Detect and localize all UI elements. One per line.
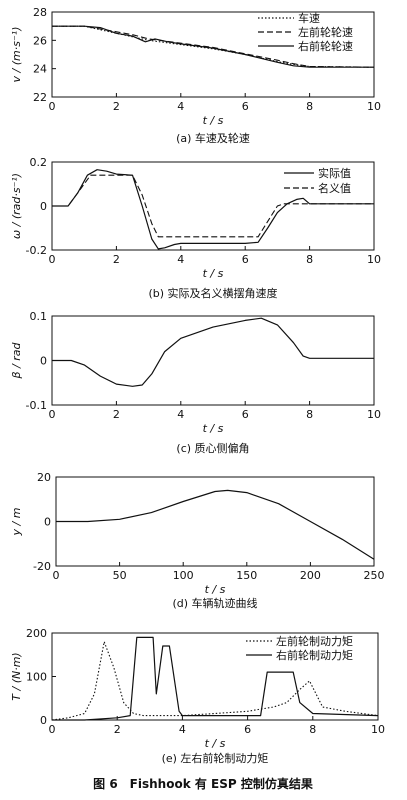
legend-label: 左前轮制动力矩 <box>276 634 353 648</box>
x-tick-label: 6 <box>244 723 251 736</box>
y-tick-label: 22 <box>33 91 47 104</box>
x-tick-label: 0 <box>49 408 56 421</box>
x-tick-label: 8 <box>306 408 313 421</box>
legend-label: 车速 <box>298 11 320 25</box>
plot-frame <box>55 476 375 567</box>
chart-panel-2: 0 2 4 6 8 10-0.200.2t / sω / (rad·s⁻¹)(b) 实际及… <box>10 156 381 300</box>
y-tick-label: 100 <box>26 671 47 684</box>
x-tick-label: 50 <box>113 569 127 582</box>
y-tick-label: 20 <box>37 471 51 484</box>
x-tick-label: 4 <box>177 100 184 113</box>
series-line-2 <box>52 25 375 68</box>
x-tick-label: 0 <box>53 569 60 582</box>
panel-caption: (e) 左右前轮制动力矩 <box>162 751 269 765</box>
panel-caption: (a) 车速及轮速 <box>176 131 250 145</box>
x-axis-label: t / s <box>205 583 226 596</box>
x-tick-label: 0 <box>49 100 56 113</box>
y-tick-label: 0 <box>40 355 47 368</box>
y-axis-label: β / rad <box>10 342 23 380</box>
series-line-3 <box>52 25 374 68</box>
y-tick-label: 26 <box>33 34 47 47</box>
x-tick-label: 200 <box>300 569 321 582</box>
plot-frame <box>51 315 375 406</box>
figure-caption: 图 6 Fishhook 有 ESP 控制仿真结果 <box>93 776 313 791</box>
legend-label: 名义值 <box>318 181 351 195</box>
series-line-1 <box>52 317 374 387</box>
x-tick-label: 6 <box>242 100 249 113</box>
x-tick-label: 8 <box>309 723 316 736</box>
series-line-1 <box>56 489 375 560</box>
x-tick-label: 4 <box>177 253 184 266</box>
x-tick-label: 250 <box>364 569 385 582</box>
x-axis-label: t / s <box>205 737 226 750</box>
y-tick-label: 0.2 <box>30 156 48 169</box>
x-tick-label: 150 <box>236 569 257 582</box>
y-axis-label: y / m <box>10 508 23 537</box>
x-tick-label: 0 <box>49 253 56 266</box>
x-axis-label: t / s <box>203 114 224 127</box>
chart-panel-3: 0 2 4 6 8 10-0.100.1t / sβ / rad(c) 质心侧偏角 <box>10 310 381 455</box>
y-tick-label: 0 <box>40 200 47 213</box>
x-tick-label: 10 <box>367 408 381 421</box>
x-axis-label: t / s <box>203 267 224 280</box>
y-tick-label: 28 <box>33 6 47 19</box>
legend-label: 左前轮轮速 <box>298 25 353 39</box>
plot-frame <box>51 11 375 98</box>
y-tick-label: 24 <box>33 63 47 76</box>
y-axis-label: ω / (rad·s⁻¹) <box>10 173 23 239</box>
x-tick-label: 2 <box>113 100 120 113</box>
x-tick-label: 8 <box>306 253 313 266</box>
x-tick-label: 2 <box>114 723 121 736</box>
y-tick-label: -20 <box>33 560 51 573</box>
series-line-1 <box>52 169 374 250</box>
panel-caption: (d) 车辆轨迹曲线 <box>172 596 257 610</box>
x-tick-label: 0 <box>49 723 56 736</box>
legend-label: 右前轮轮速 <box>298 39 353 53</box>
x-tick-label: 10 <box>367 253 381 266</box>
series-line-1 <box>51 641 379 721</box>
x-tick-label: 2 <box>113 253 120 266</box>
x-tick-label: 10 <box>371 723 385 736</box>
y-tick-label: 0.1 <box>30 310 48 323</box>
panel-caption: (c) 质心侧偏角 <box>176 441 249 455</box>
y-tick-label: 0 <box>44 516 51 529</box>
legend-label: 实际值 <box>318 166 351 180</box>
y-tick-label: 0 <box>40 714 47 727</box>
series-line-2 <box>52 636 379 721</box>
x-axis-label: t / s <box>203 422 224 435</box>
x-tick-label: 4 <box>177 408 184 421</box>
y-tick-label: -0.2 <box>26 244 47 257</box>
x-tick-label: 2 <box>113 408 120 421</box>
y-tick-label: -0.1 <box>26 399 47 412</box>
x-tick-label: 10 <box>367 100 381 113</box>
legend-label: 右前轮制动力矩 <box>276 648 353 662</box>
y-tick-label: 200 <box>26 627 47 640</box>
x-tick-label: 6 <box>242 408 249 421</box>
x-tick-label: 100 <box>173 569 194 582</box>
x-tick-label: 4 <box>179 723 186 736</box>
series-line-2 <box>52 174 374 238</box>
x-tick-label: 6 <box>242 253 249 266</box>
x-tick-label: 8 <box>306 100 313 113</box>
y-axis-label: v / (m·s⁻¹) <box>10 27 23 83</box>
y-axis-label: T / (N·m) <box>10 652 23 700</box>
panel-caption: (b) 实际及名义横摆角速度 <box>148 286 277 300</box>
